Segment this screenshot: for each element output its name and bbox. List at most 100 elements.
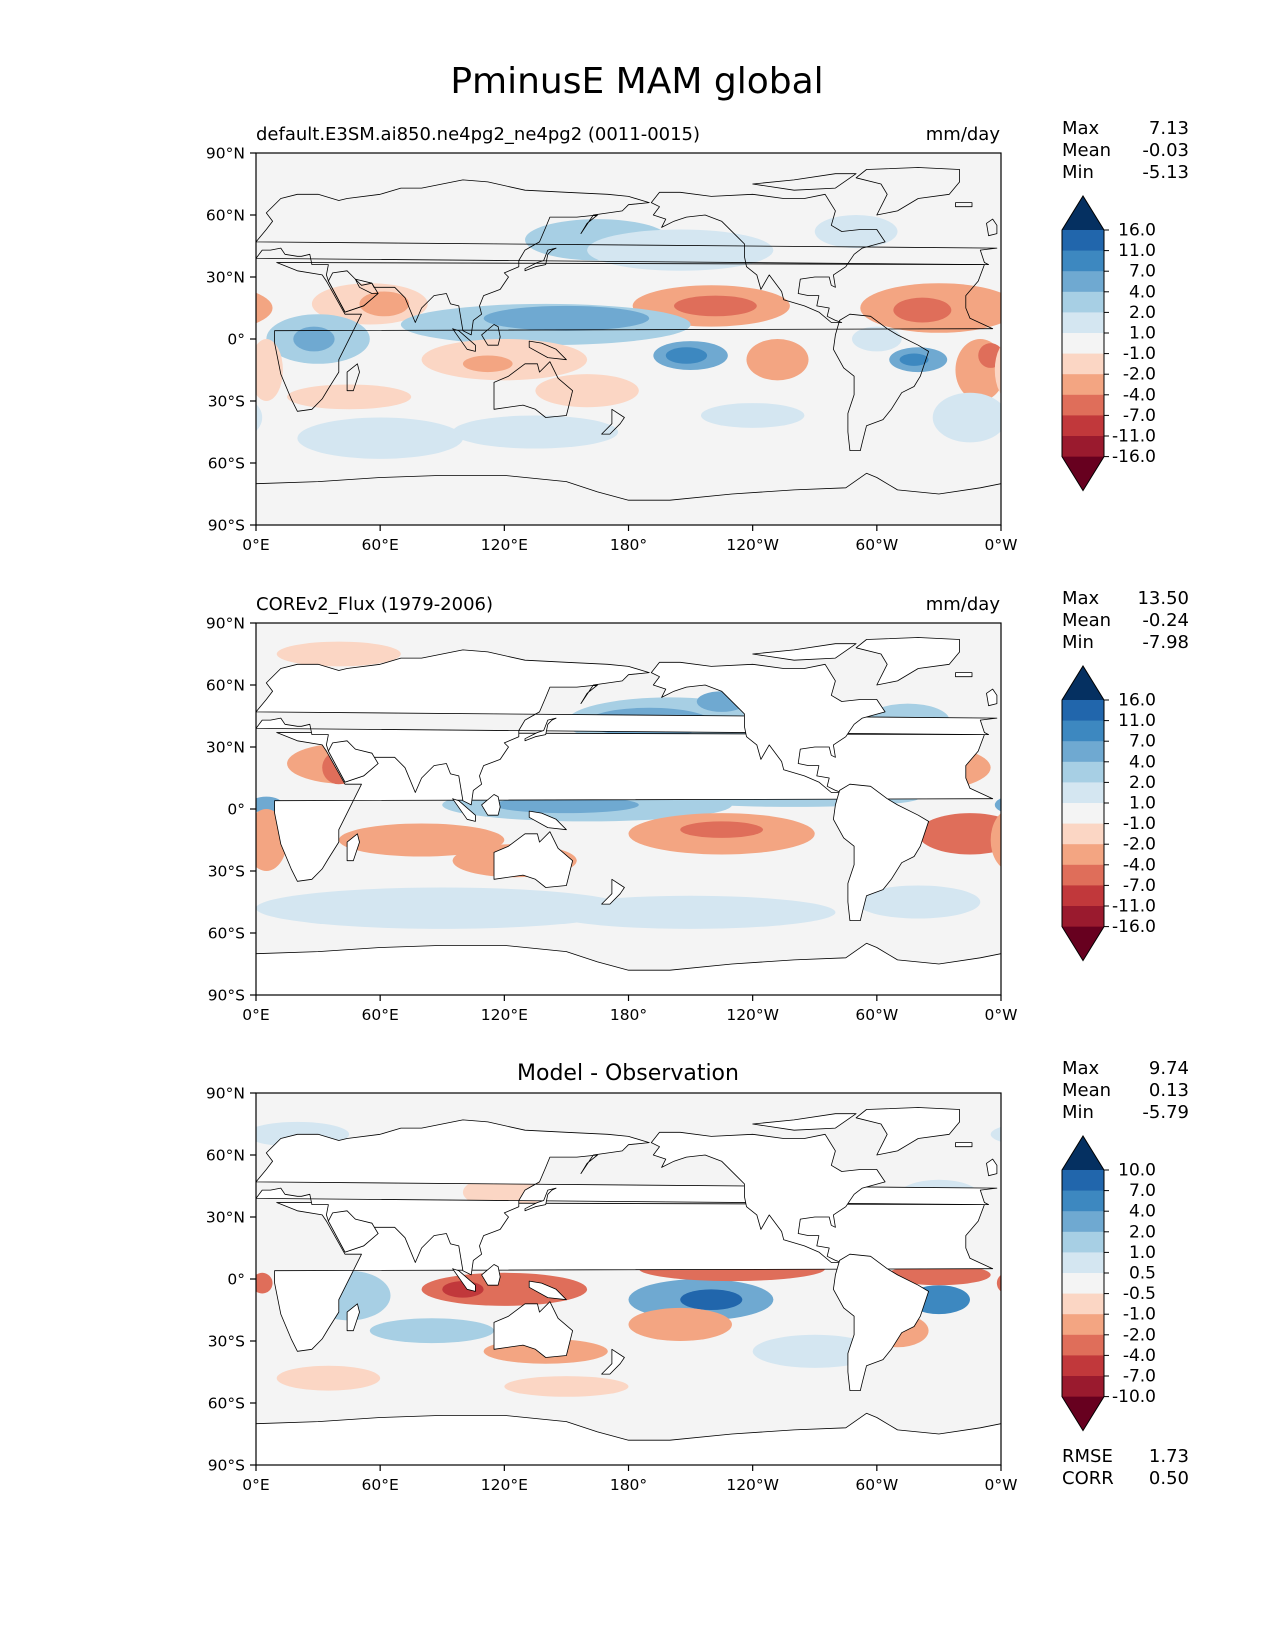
colorbar-level-label: -2.0 xyxy=(1123,835,1156,855)
colorbar-level-label: -7.0 xyxy=(1123,406,1156,426)
colorbar-level-label: 1.0 xyxy=(1129,324,1156,344)
panel-model-map xyxy=(255,152,1002,526)
colorbar-level-label: 10.0 xyxy=(1118,1161,1156,1181)
panel-obs-colorbar: 16.011.07.04.02.01.0-1.0-2.0-4.0-7.0-11.… xyxy=(1061,665,1156,962)
colorbar-level-label: 4.0 xyxy=(1129,282,1156,302)
coastline-australia xyxy=(493,361,573,418)
panel-obs-title: COREv2_Flux (1979-2006) xyxy=(256,594,493,615)
x-tick-label: 120°E xyxy=(481,536,528,554)
stat-mean-value: -0.24 xyxy=(1142,610,1189,631)
colorbar-level-label: -4.0 xyxy=(1123,385,1156,405)
stat-mean-label: Mean xyxy=(1062,610,1111,631)
stat-corr-value: 0.50 xyxy=(1149,1468,1189,1489)
colorbar-level-label: -11.0 xyxy=(1112,427,1156,447)
colorbar-level-label: 2.0 xyxy=(1129,303,1156,323)
stat-rmse-label: RMSE xyxy=(1062,1446,1113,1467)
panel-model-colorbar: 16.011.07.04.02.01.0-1.0-2.0-4.0-7.0-11.… xyxy=(1061,195,1156,492)
field-contour-22 xyxy=(545,895,836,929)
x-tick-label: 180° xyxy=(610,536,647,554)
field-contour-23 xyxy=(994,345,1001,395)
stat-min-label: Min xyxy=(1062,162,1094,183)
colorbar-band xyxy=(1062,333,1104,355)
field-contour-10 xyxy=(483,305,650,331)
colorbar-extend-min xyxy=(1062,456,1104,491)
y-tick-label: 30°S xyxy=(208,1333,245,1351)
y-tick-label: 60°N xyxy=(206,1147,245,1165)
coastline-indonesia-a xyxy=(452,1268,476,1292)
coastline-antarctica xyxy=(256,472,1001,525)
y-tick-label: 60°N xyxy=(206,207,245,225)
field-contour-3 xyxy=(680,1289,743,1310)
coastline-greenland xyxy=(855,167,960,216)
colorbar-band xyxy=(1062,230,1104,252)
stat-mean-label: Mean xyxy=(1062,1080,1111,1101)
colorbar-band xyxy=(1062,741,1104,763)
coastline-s-america xyxy=(833,313,929,452)
colorbar-level-label: -1.0 xyxy=(1123,344,1156,364)
coastline-japan xyxy=(524,717,557,742)
coastline-arabia-fix xyxy=(327,1210,379,1253)
panel-obs-axes: 0°E 60°E 120°E 180° 120°W 60°W 0°W 90°N 60°N 30°N… xyxy=(206,615,1018,1025)
colorbar-band xyxy=(1062,1376,1104,1398)
coastline-arabia-fix xyxy=(327,740,379,783)
panel-diff-map xyxy=(255,1092,1002,1466)
y-tick-label: 30°S xyxy=(208,393,245,411)
field-contour-7 xyxy=(752,1334,877,1368)
y-tick-label: 60°S xyxy=(208,1395,245,1413)
colorbar-level-label: -16.0 xyxy=(1112,447,1156,467)
coastline-madagascar xyxy=(346,833,360,862)
x-tick-label: 60°W xyxy=(855,1006,898,1024)
x-tick-label: 0°E xyxy=(242,536,269,554)
y-tick-label: 30°S xyxy=(208,863,245,881)
x-tick-label: 0°W xyxy=(985,536,1018,554)
y-tick-label: 60°S xyxy=(208,925,245,943)
colorbar-level-label: -10.0 xyxy=(1112,1387,1156,1407)
panel-model-axes: 0°E 60°E 120°E 180° 120°W 60°W 0°W 90°N 60°N 30°N… xyxy=(206,145,1018,555)
coastline-n-america xyxy=(650,1131,886,1263)
coastline-greenland xyxy=(855,637,960,686)
field-contour-14 xyxy=(887,1264,991,1286)
colorbar-band xyxy=(1062,250,1104,272)
field-contour-2 xyxy=(814,215,898,249)
coastline-africa xyxy=(274,262,994,412)
field-contour-29 xyxy=(256,403,263,432)
colorbar-level-label: 1.0 xyxy=(1129,794,1156,814)
field-contour-15 xyxy=(256,1272,273,1294)
colorbar-extend-max xyxy=(1062,666,1104,700)
field-contour-29 xyxy=(932,392,1001,443)
x-tick-label: 60°W xyxy=(855,1476,898,1494)
panel-model: default.E3SM.ai850.ne4pg2_ne4pg2 (0011-0… xyxy=(206,118,1189,555)
field-contour-16 xyxy=(899,353,929,366)
coastline-madagascar xyxy=(346,1303,360,1332)
coastline-uk xyxy=(986,688,998,707)
colorbar-level-label: 11.0 xyxy=(1118,711,1156,731)
colorbar-level-label: 7.0 xyxy=(1129,732,1156,752)
colorbar-level-label: 2.0 xyxy=(1129,773,1156,793)
panel-obs: COREv2_Flux (1979-2006) mm/day 0°E 60°E 12… xyxy=(206,588,1189,1025)
coastline-uk xyxy=(986,1158,998,1177)
colorbar-level-label: 11.0 xyxy=(1118,241,1156,261)
colorbar-band xyxy=(1062,415,1104,437)
stat-max-value: 7.13 xyxy=(1149,118,1189,139)
field-contour-6 xyxy=(893,297,952,323)
stat-min-value: -5.13 xyxy=(1142,162,1189,183)
x-tick-label: 0°E xyxy=(242,1476,269,1494)
panel-model-units: mm/day xyxy=(926,124,1001,145)
colorbar-level-label: 1.0 xyxy=(1129,1243,1156,1263)
x-tick-label: 180° xyxy=(610,1006,647,1024)
colorbar-band xyxy=(1062,353,1104,375)
panel-obs-units: mm/day xyxy=(926,594,1001,615)
field-contour-20 xyxy=(504,1376,629,1397)
colorbar-level-label: 4.0 xyxy=(1129,752,1156,772)
field-contour-4 xyxy=(674,295,757,317)
coastline-arabia-fix xyxy=(327,270,379,313)
coastline-new-zealand xyxy=(601,408,625,435)
colorbar-band xyxy=(1062,1293,1104,1315)
field-contour-18 xyxy=(990,813,1001,867)
x-tick-label: 120°W xyxy=(726,536,779,554)
colorbar-level-label: 0.5 xyxy=(1129,1264,1156,1284)
field-contour-15 xyxy=(996,1274,1001,1292)
panel-diff-colorbar: 10.07.04.02.01.00.5-0.5-1.0-2.0-4.0-7.0-… xyxy=(1061,1135,1156,1432)
colorbar-band xyxy=(1062,803,1104,825)
